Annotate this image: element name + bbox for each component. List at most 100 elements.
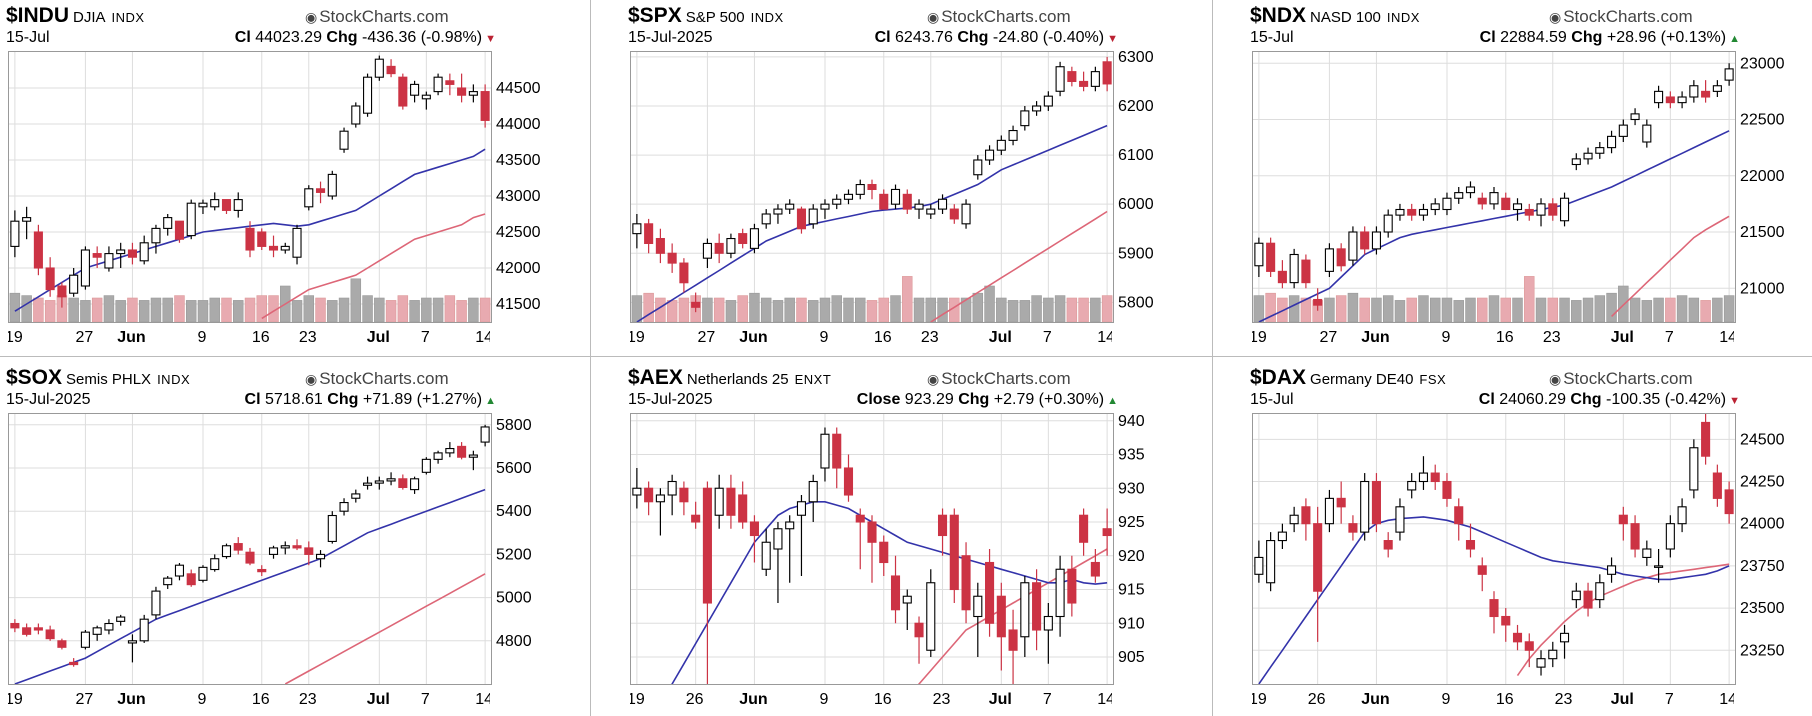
volume-bar <box>1359 297 1370 322</box>
candle <box>749 515 759 563</box>
candle <box>702 481 712 684</box>
candle <box>1043 91 1053 111</box>
candle <box>280 541 290 555</box>
volume-bar <box>1723 295 1735 322</box>
stockcharts-logo-icon: ◉ <box>305 371 318 387</box>
candle <box>843 454 854 502</box>
candle <box>961 542 971 624</box>
volume-bar <box>21 295 32 322</box>
candle <box>749 223 759 254</box>
candle <box>855 508 865 570</box>
volume-bar <box>678 297 690 322</box>
volume-bar <box>1535 297 1547 322</box>
candle <box>69 658 79 667</box>
candle <box>679 258 689 293</box>
moving-average-long <box>1611 215 1730 317</box>
change-label: Chg <box>957 29 989 46</box>
stockcharts-logo-icon: ◉ <box>927 371 940 387</box>
volume-bar <box>666 300 678 322</box>
candle <box>1407 473 1417 499</box>
candle <box>1032 101 1042 116</box>
volume-bar <box>1465 297 1476 322</box>
volume-bar <box>1007 300 1019 322</box>
x-tick-label: 7 <box>421 329 430 346</box>
x-tick-label: 14 <box>1719 691 1734 708</box>
volume-bar <box>479 297 491 322</box>
close-value: 24060.29 <box>1499 391 1566 408</box>
candle <box>280 242 290 254</box>
candle <box>45 625 55 641</box>
y-tick-label: 915 <box>1118 582 1145 599</box>
x-tick-label: 14 <box>475 691 490 708</box>
candle <box>1501 608 1511 642</box>
close-value: 6243.76 <box>895 29 953 46</box>
stockcharts-logo-icon: ◉ <box>1549 371 1562 387</box>
candle <box>1701 414 1711 465</box>
vertical-separator-2 <box>1212 0 1213 716</box>
volume-bar <box>972 292 984 322</box>
exchange: INDX <box>750 10 784 25</box>
volume-bar <box>1335 295 1347 322</box>
x-tick-label: 14 <box>1097 329 1112 346</box>
volume-bar <box>456 300 467 322</box>
quote-values: Cl 44023.29 Chg -436.36 (-0.98%) ▼ <box>235 29 496 47</box>
candle <box>879 535 889 576</box>
volume-bar <box>185 300 197 322</box>
y-tick-label: 23000 <box>1740 55 1785 72</box>
close-value: 44023.29 <box>255 29 322 46</box>
index-name: Germany DE40 <box>1310 371 1414 388</box>
candle <box>1371 226 1381 255</box>
candle <box>832 194 842 210</box>
volume-bar <box>444 295 456 322</box>
candle <box>22 623 32 637</box>
volume-bar <box>1288 295 1300 322</box>
x-axis: 19 27 Jun 9 16 23 Jul 7 14 <box>1252 323 1734 349</box>
candle <box>33 623 43 635</box>
volume-bar <box>68 297 79 322</box>
candle <box>1724 481 1734 524</box>
candle <box>1642 119 1652 148</box>
volume-bar <box>725 300 737 322</box>
y-axis: 44500 44000 43500 43000 42500 42000 41500 <box>492 51 588 321</box>
x-tick-label: 19 <box>630 329 645 346</box>
candle <box>655 228 665 264</box>
quote-line: 15-Jul-2025 Cl 5718.61 Chg +71.89 (+1.27%… <box>6 391 496 409</box>
volume-bar <box>807 300 819 322</box>
candle <box>808 474 818 522</box>
candle <box>1701 80 1711 103</box>
candle <box>1630 108 1640 126</box>
candle <box>1067 66 1077 87</box>
x-tick-label: 9 <box>820 691 829 708</box>
x-tick-label: 23 <box>1555 691 1573 708</box>
volume-bar <box>303 295 315 322</box>
exchange: INDX <box>157 372 191 387</box>
candle <box>116 242 126 268</box>
x-tick-label: 9 <box>198 329 207 346</box>
up-arrow-icon: ▲ <box>482 395 496 407</box>
candle <box>1630 515 1640 558</box>
candle <box>1559 192 1570 227</box>
quote-values: Cl 6243.76 Chg -24.80 (-0.40%) ▼ <box>875 29 1118 47</box>
candle <box>1548 198 1558 221</box>
down-arrow-icon: ▼ <box>482 33 496 45</box>
candle <box>363 476 373 490</box>
volume-bar <box>855 297 866 322</box>
x-tick-label: 19 <box>8 691 23 708</box>
candle <box>245 547 255 566</box>
candle <box>292 224 302 265</box>
up-arrow-icon: ▲ <box>1104 395 1118 407</box>
candle <box>1289 248 1299 289</box>
candle <box>1360 226 1370 255</box>
chart-header: $SPX S&P 500 INDX <box>628 4 784 28</box>
x-tick-label: 27 <box>76 329 94 346</box>
symbol: $DAX <box>1250 366 1307 389</box>
x-tick-label: 14 <box>475 329 490 346</box>
volume-bar <box>902 276 913 322</box>
x-tick-label: 19 <box>1252 329 1267 346</box>
x-tick-label: Jun <box>1361 691 1389 708</box>
y-tick-label: 935 <box>1118 447 1145 464</box>
x-tick-label: Jun <box>117 329 145 346</box>
volume-bar <box>1547 297 1559 322</box>
y-tick-label: 5800 <box>496 417 532 434</box>
moving-average-long <box>261 213 486 320</box>
